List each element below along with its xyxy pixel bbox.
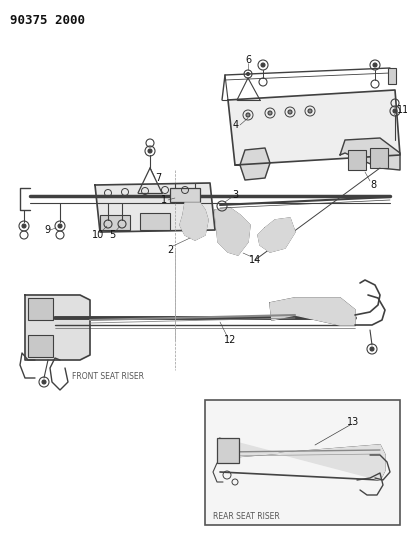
Circle shape (58, 224, 62, 228)
Text: 6: 6 (245, 55, 251, 65)
Text: 2: 2 (167, 245, 173, 255)
Circle shape (393, 109, 397, 113)
Text: 9: 9 (44, 225, 50, 235)
Circle shape (246, 113, 250, 117)
Bar (28, 298, 53, 320)
Circle shape (261, 63, 265, 67)
Bar (388, 68, 396, 84)
Text: 8: 8 (370, 180, 376, 190)
Text: 3: 3 (232, 190, 238, 200)
Polygon shape (215, 208, 250, 255)
Text: 13: 13 (347, 417, 359, 427)
Polygon shape (228, 90, 400, 165)
Circle shape (22, 224, 26, 228)
Polygon shape (258, 218, 295, 252)
Bar (170, 188, 200, 202)
Polygon shape (220, 438, 385, 480)
Text: 4: 4 (233, 120, 239, 130)
Circle shape (373, 63, 377, 67)
Circle shape (288, 110, 292, 114)
Polygon shape (95, 183, 215, 232)
Circle shape (268, 111, 272, 115)
Circle shape (370, 347, 374, 351)
Text: 7: 7 (155, 173, 161, 183)
Polygon shape (25, 295, 90, 360)
Text: 10: 10 (92, 230, 104, 240)
Bar (100, 215, 130, 230)
Polygon shape (270, 298, 355, 325)
Text: 5: 5 (109, 230, 115, 240)
Bar (217, 438, 239, 463)
Circle shape (148, 149, 152, 153)
Polygon shape (235, 148, 270, 180)
Text: 1: 1 (161, 195, 167, 205)
Polygon shape (340, 138, 400, 170)
Bar (28, 335, 53, 357)
Text: REAR SEAT RISER: REAR SEAT RISER (213, 512, 280, 521)
Bar (370, 148, 388, 168)
Bar (348, 150, 366, 170)
Polygon shape (180, 203, 208, 240)
Text: FRONT SEAT RISER: FRONT SEAT RISER (72, 372, 144, 381)
Text: 90375 2000: 90375 2000 (10, 14, 85, 27)
Circle shape (42, 380, 46, 384)
Text: 14: 14 (249, 255, 261, 265)
Bar (205, 400, 400, 525)
Text: 11: 11 (397, 105, 407, 115)
Circle shape (247, 72, 249, 76)
Circle shape (308, 109, 312, 113)
Bar (140, 213, 170, 230)
Text: 12: 12 (224, 335, 236, 345)
